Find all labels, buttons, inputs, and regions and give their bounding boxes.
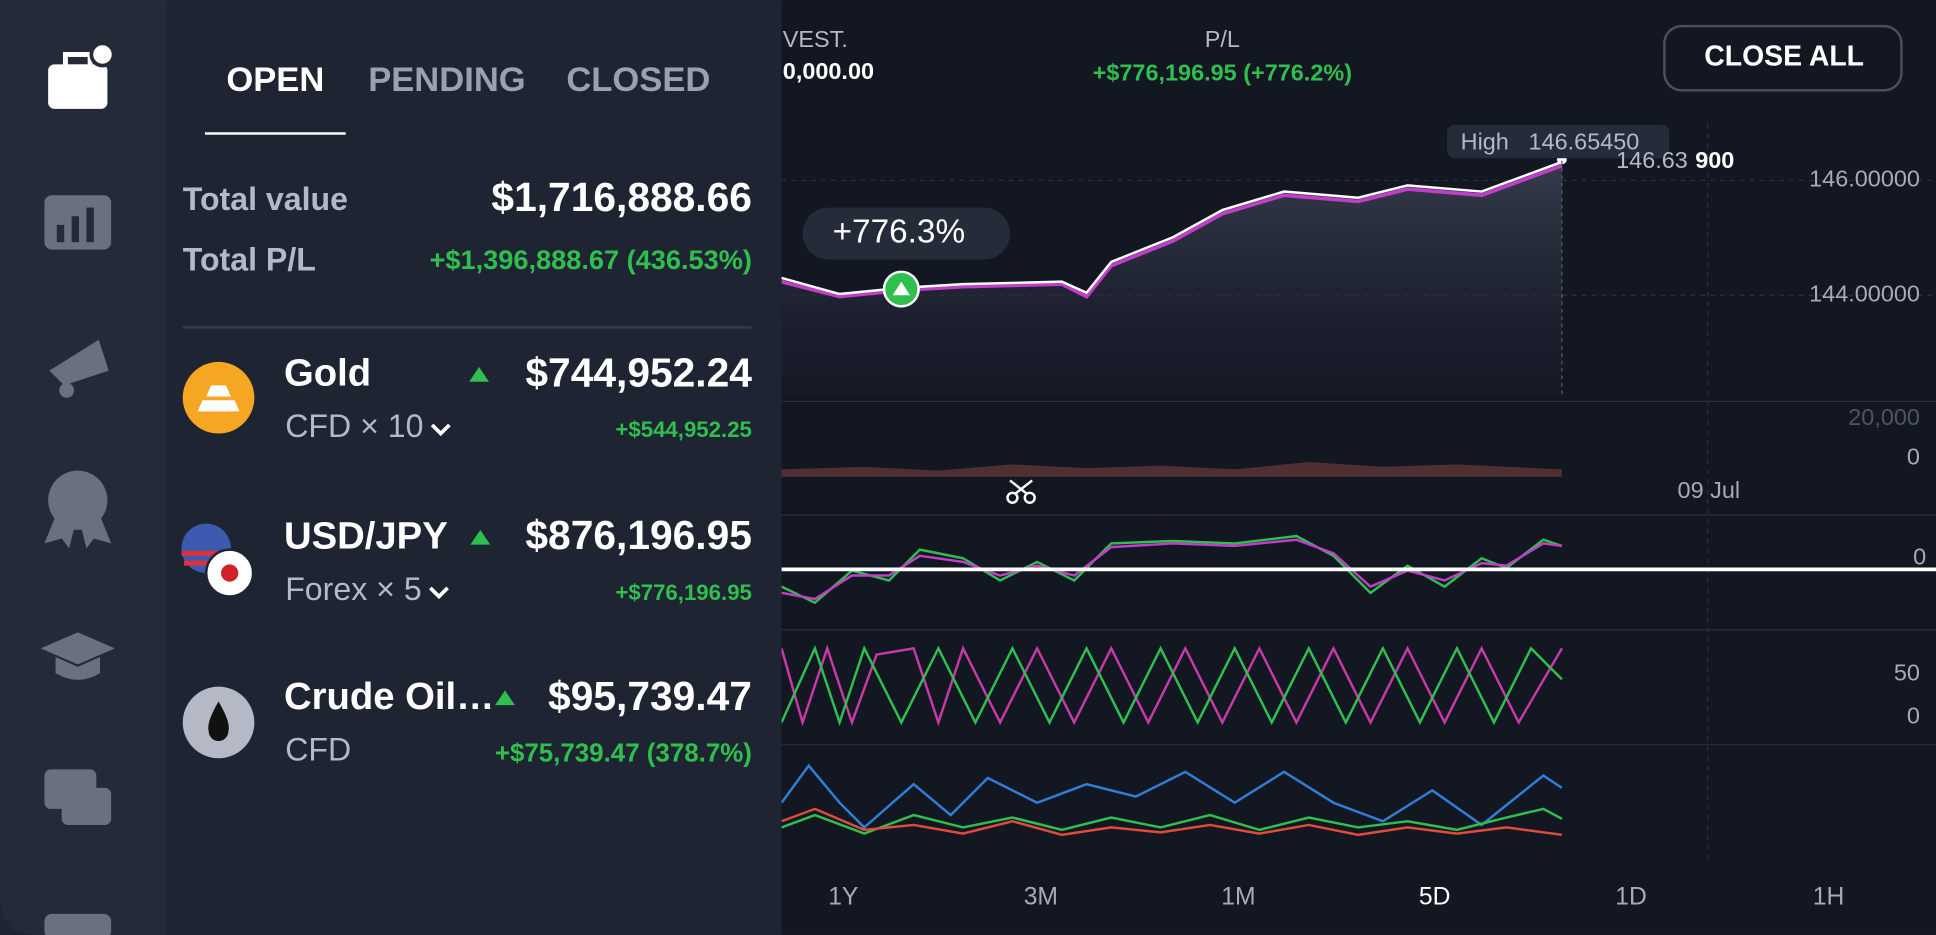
range-button[interactable]: 3M bbox=[1024, 883, 1058, 910]
high-label: High bbox=[1461, 129, 1509, 155]
position-row[interactable]: USD/JPY $876,196.95 Forex × 5 +$776,196.95 bbox=[284, 512, 752, 607]
portfolio-icon[interactable] bbox=[48, 41, 116, 109]
range-button[interactable]: 1H bbox=[1813, 883, 1845, 910]
y-tick-label: 146.00000 bbox=[1809, 166, 1920, 192]
gold-icon bbox=[182, 361, 255, 434]
position-pl: +$544,952.25 bbox=[615, 417, 752, 442]
high-value: 146.65450 bbox=[1529, 129, 1640, 155]
total-value-label: Total value bbox=[183, 181, 348, 217]
expand-chevron bbox=[429, 586, 449, 600]
return-badge: +776.3% bbox=[833, 213, 966, 250]
position-name: Gold bbox=[284, 352, 371, 395]
pl-value: +$776,196.95 (+776.2%) bbox=[1093, 59, 1352, 85]
education-icon[interactable] bbox=[40, 632, 115, 680]
invest-value: 0,000.00 bbox=[783, 58, 874, 84]
high-box bbox=[1447, 124, 1670, 159]
pl-label: P/L bbox=[1205, 26, 1240, 52]
position-value: $744,952.24 bbox=[525, 349, 752, 395]
position-type: CFD × 10 bbox=[285, 408, 423, 444]
up-arrow bbox=[469, 366, 489, 382]
rewards-icon[interactable] bbox=[44, 470, 112, 549]
badge-bg bbox=[802, 207, 1010, 260]
y-tick-label: 144.00000 bbox=[1809, 280, 1920, 306]
range-button[interactable]: 1D bbox=[1615, 883, 1647, 910]
position-type: CFD bbox=[285, 732, 351, 768]
tab[interactable]: PENDING bbox=[368, 61, 525, 99]
news-icon[interactable] bbox=[49, 339, 109, 398]
tab[interactable]: OPEN bbox=[226, 61, 324, 99]
current-price-digits: 900 bbox=[1695, 147, 1734, 173]
dmi-line bbox=[780, 763, 1563, 830]
buy-marker-icon bbox=[892, 281, 910, 296]
charts-icon[interactable] bbox=[44, 195, 112, 250]
position-type: Forex × 5 bbox=[285, 571, 421, 607]
position-row[interactable]: Gold $744,952.24 CFD × 10 +$544,952.25 bbox=[284, 349, 752, 444]
up-arrow bbox=[495, 690, 515, 706]
expand-chevron bbox=[430, 423, 451, 437]
total-value: $1,716,888.66 bbox=[491, 174, 752, 220]
oil-icon bbox=[182, 686, 255, 759]
positions-list: Gold $744,952.24 CFD × 10 +$544,952.25 USD/J… bbox=[284, 349, 752, 767]
sidebar-icons bbox=[40, 41, 116, 935]
sidebar bbox=[0, 0, 167, 935]
stoch-d bbox=[780, 644, 1563, 727]
usdjpy-icon bbox=[181, 523, 255, 598]
total-pl-label: Total P/L bbox=[183, 241, 316, 277]
position-name: USD/JPY bbox=[284, 515, 448, 558]
range-selector: 1Y 3M 1M 5D 1D 1H bbox=[828, 883, 1844, 910]
volume-tick-label: 20,000 bbox=[1848, 404, 1920, 430]
chart-labels: +776.3% High 146.65450 146.63 900 146.00… bbox=[802, 124, 1926, 729]
dmi-minus bbox=[781, 807, 1563, 837]
position-pl: +$776,196.95 bbox=[615, 580, 752, 605]
close-all-button[interactable] bbox=[1663, 24, 1903, 92]
current-price: 146.63 bbox=[1616, 147, 1688, 173]
stoch-tick: 0 bbox=[1907, 703, 1920, 729]
range-button[interactable]: 1Y bbox=[828, 883, 858, 910]
volume-tick-label: 0 bbox=[1907, 443, 1920, 469]
up-arrow bbox=[470, 529, 491, 545]
close-all-label[interactable]: CLOSE ALL bbox=[1704, 41, 1864, 73]
dmi-plus bbox=[781, 807, 1563, 835]
header: VEST. 0,000.00 P/L +$776,196.95 (+776.2%… bbox=[783, 24, 1903, 92]
position-value: $876,196.95 bbox=[525, 512, 752, 558]
stoch-tick: 50 bbox=[1894, 659, 1920, 685]
chat-icon[interactable] bbox=[44, 769, 112, 825]
invest-label: VEST. bbox=[783, 26, 848, 52]
position-row[interactable]: Crude Oil… $95,739.47 CFD +$75,739.47 (378.… bbox=[284, 673, 752, 768]
range-button[interactable]: 1M bbox=[1221, 883, 1255, 910]
tab[interactable]: CLOSED bbox=[566, 61, 710, 99]
chart-area bbox=[780, 123, 1936, 865]
position-value: $95,739.47 bbox=[548, 673, 752, 719]
volume-bars bbox=[781, 461, 1562, 477]
date-label: 09 Jul bbox=[1678, 477, 1741, 503]
oscillator-tick: 0 bbox=[1913, 543, 1926, 569]
position-pl: +$75,739.47 (378.7%) bbox=[495, 739, 752, 767]
total-pl: +$1,396,888.67 (436.53%) bbox=[430, 244, 752, 275]
more-icon[interactable] bbox=[44, 913, 112, 935]
range-button[interactable]: 5D bbox=[1419, 883, 1451, 910]
scissors-icon[interactable] bbox=[1006, 479, 1036, 504]
price-area bbox=[781, 163, 1562, 396]
position-name: Crude Oil… bbox=[284, 675, 494, 718]
tabs: OPEN PENDING CLOSED bbox=[226, 61, 710, 99]
